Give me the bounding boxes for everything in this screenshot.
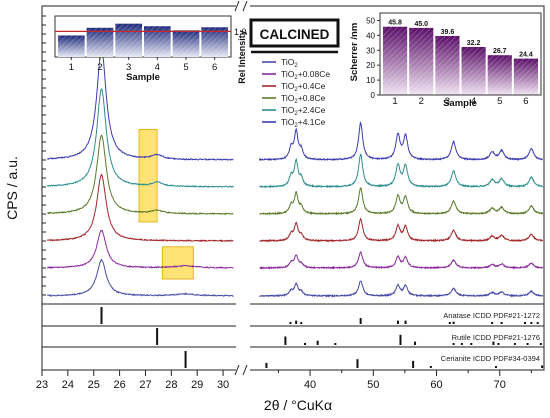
x-tick-label: 24 [62,379,74,391]
inset2-x-tick-label: 2 [419,96,424,107]
rel-reference-label: 1.0 [234,27,247,37]
inset1-tick-label: 6 [212,62,217,73]
axis-break-line [234,364,240,376]
legend-entry: TiO2+0.08Ce [281,69,330,81]
ref-label-rutile: Rutile ICDD PDF#21-1276 [452,333,540,342]
inset2-x-tick-label: 5 [497,96,502,107]
inset1-y-title: Rel Intensity [237,30,247,84]
inset2-y-title: Scherrer /nm [349,23,360,82]
inset2-y-tick-label: 40 [366,31,375,40]
legend-entry: TiO2+2.4Ce [281,105,326,117]
scherrer-value-label: 32.2 [467,40,481,47]
scherrer-value-label: 24.4 [519,52,533,59]
x-tick-label: 29 [191,379,203,391]
inset1-frame [54,15,232,58]
legend-entry: TiO2+4.1Ce [281,117,326,129]
xrd-trace-TiO2+4.1Ce [46,47,543,162]
x-tick-label: 27 [139,379,151,391]
highlight-box [138,128,158,223]
axis-break-gap [236,2,250,376]
inset2-x-tick-label: 4 [471,96,476,107]
inset2-x-tick-label: 3 [445,96,450,107]
inset1-tick-label: 3 [126,62,131,73]
y-axis-title: CPS / a.u. [4,156,20,220]
x-axis-ticks: 23 24 25 26 27 28 29 30 40 50 60 70 [36,370,532,391]
inset2-ticks: 1 2 3 4 5 6 0 10 20 30 40 50 [366,16,528,106]
scherrer-bar-hatch [487,55,512,95]
inset2-y-tick-label: 30 [366,46,375,55]
xrd-trace-TiO2+0.4Ce [46,173,544,243]
rel-bar-hatch [201,27,228,57]
rel-bar-hatch [115,23,142,57]
inset2-y-tick-label: 50 [366,16,375,25]
xrd-traces [46,47,544,298]
legend-entry: TiO2+0.4Ce [281,81,326,93]
x-tick-label: 30 [217,379,229,391]
inset1-bars: 1.0 [55,23,247,57]
inset2-frame [379,12,542,96]
x-tick-label: 25 [88,379,100,391]
inset2-x-tick-label: 1 [392,96,397,107]
inset1-x-title: Sample [126,72,160,83]
inset1-tick-label: 2 [97,62,102,73]
rel-bar-hatch [58,35,85,57]
inset2-y-tick-label: 10 [366,76,375,85]
rel-intensity-inset: 1.0 1 2 3 4 5 6 Sample Rel Intensity [54,15,247,84]
axis-break-line [234,0,240,12]
inset2-y-tick-label: 0 [371,91,376,100]
inset1-tick-label: 1 [69,62,74,73]
x-tick-label: 40 [304,379,316,391]
xrd-trace-TiO2+0.8Ce [47,134,544,216]
scherrer-value-label: 26.7 [493,48,507,55]
inset1-x-ticks: 1 2 3 4 5 6 [69,57,217,73]
x-tick-label: 60 [430,379,442,391]
scherrer-bar-hatch [409,27,434,96]
main-plot-frame [41,5,545,371]
main-axes: 23 24 25 26 27 28 29 30 40 50 60 70 [36,0,545,391]
inset2-bars: 45.8 45.0 39.6 32.2 26.7 24.4 [383,20,538,96]
inset2-x-title: Sample [443,98,477,109]
calcined-badge-text: CALCINED [260,27,330,42]
ref-label-anatase: Anatase ICDD PDF#21-1272 [443,311,540,320]
reference-patterns [100,307,544,368]
scherrer-value-label: 45.0 [414,21,428,28]
scherrer-value-label: 39.6 [441,29,455,36]
inset1-tick-label: 5 [183,62,188,73]
xrd-trace-TiO2 [46,258,544,298]
legend-entry: TiO2+0.8Ce [281,93,326,105]
scherrer-bar-hatch [435,35,460,95]
xrd-trace-TiO2+0.08Ce [46,229,544,270]
inset2-x-tick-label: 6 [523,96,528,107]
x-tick-label: 28 [165,379,177,391]
highlight-box [161,246,194,280]
inset1-tick-label: 4 [155,62,160,73]
x-tick-label: 26 [113,379,125,391]
scherrer-bar-hatch [513,58,538,95]
y-axis-ticks [42,15,46,296]
inset2-y-tick-label: 20 [366,61,375,70]
rel-bar-hatch [86,27,114,57]
rel-bar-hatch [172,30,200,57]
legend: TiO2TiO2+0.08CeTiO2+0.4CeTiO2+0.8CeTiO2+… [262,57,330,129]
xrd-trace-TiO2+2.4Ce [47,88,544,189]
scherrer-inset: 45.8 45.0 39.6 32.2 26.7 24.4 1 2 3 4 5 6 0 10 20 30 40… [349,12,542,109]
ref-label-cerianite: Cerianite ICDD PDF#34-0394 [441,354,540,363]
highlight-boxes [138,128,194,280]
legend-entry: TiO2 [281,57,298,69]
scherrer-bar-hatch [461,46,486,95]
calcined-badge: CALCINED [249,18,340,54]
scherrer-bar-hatch [383,26,408,96]
scherrer-value-label: 45.8 [388,20,402,27]
x-axis-title: 2θ / °CuKα [264,397,332,413]
x-tick-label: 23 [36,379,48,391]
x-tick-label: 50 [367,379,379,391]
axis-break-line [242,0,248,12]
x-tick-label: 70 [494,379,506,391]
axis-break-line [242,364,248,376]
